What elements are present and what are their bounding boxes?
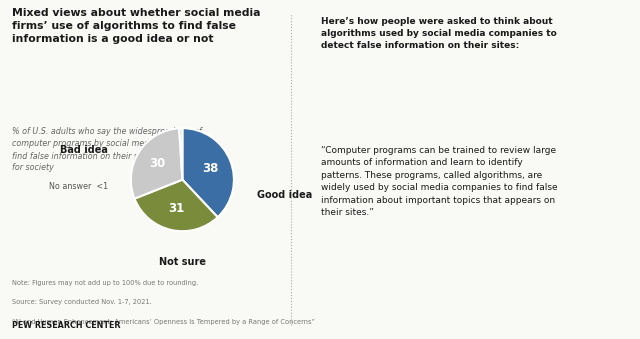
Text: 38: 38 (202, 162, 218, 175)
Text: 31: 31 (168, 202, 184, 215)
Text: Not sure: Not sure (159, 257, 206, 267)
Text: PEW RESEARCH CENTER: PEW RESEARCH CENTER (12, 320, 120, 330)
Text: Note: Figures may not add up to 100% due to rounding.: Note: Figures may not add up to 100% due… (12, 280, 198, 286)
Wedge shape (131, 128, 182, 199)
Text: 30: 30 (149, 157, 165, 170)
Text: “Computer programs can be trained to review large
amounts of information and lea: “Computer programs can be trained to rev… (321, 146, 557, 217)
Text: No answer  <1: No answer <1 (49, 182, 108, 191)
Text: % of U.S. adults who say the widespread use of
computer programs by social media: % of U.S. adults who say the widespread … (12, 127, 213, 172)
Text: Mixed views about whether social media
firms’ use of algorithms to find false
in: Mixed views about whether social media f… (12, 8, 260, 44)
Wedge shape (182, 128, 234, 217)
Wedge shape (134, 180, 218, 231)
Wedge shape (179, 128, 182, 180)
Text: Source: Survey conducted Nov. 1-7, 2021.: Source: Survey conducted Nov. 1-7, 2021. (12, 299, 152, 305)
Text: Bad idea: Bad idea (60, 145, 108, 155)
Text: “AI and Human Enhancement: Americans’ Openness Is Tempered by a Range of Concern: “AI and Human Enhancement: Americans’ Op… (12, 319, 315, 325)
Text: Good idea: Good idea (257, 190, 312, 200)
Text: Here’s how people were asked to think about
algorithms used by social media comp: Here’s how people were asked to think ab… (321, 17, 556, 50)
